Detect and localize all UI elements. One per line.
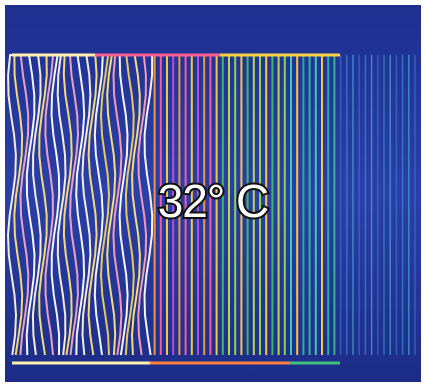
coil-tube bbox=[124, 54, 135, 356]
coil-tube bbox=[6, 54, 18, 356]
coil-tube bbox=[112, 54, 123, 356]
coil-tube bbox=[68, 54, 80, 356]
coil-tube bbox=[93, 54, 104, 356]
coil-tube bbox=[118, 54, 129, 356]
coil-tube bbox=[99, 54, 111, 356]
background bbox=[5, 5, 421, 382]
coil-tube bbox=[44, 54, 55, 356]
coil-tube bbox=[19, 54, 30, 356]
coil-tube bbox=[56, 54, 67, 356]
coil-tube bbox=[143, 54, 154, 356]
coil-tube bbox=[13, 54, 24, 356]
coil-tube bbox=[137, 54, 148, 356]
coil-tube bbox=[106, 54, 117, 356]
coil-tube bbox=[130, 54, 141, 356]
coil bbox=[6, 53, 416, 365]
coil-tube bbox=[81, 54, 92, 356]
coil-tube bbox=[50, 54, 61, 356]
coil-tube bbox=[38, 54, 48, 356]
temperature-label: 32° C bbox=[158, 175, 269, 227]
coil-tube bbox=[25, 54, 36, 356]
coil-tube bbox=[31, 54, 42, 356]
coil-tube bbox=[87, 54, 98, 356]
coil-tube bbox=[75, 54, 86, 356]
coil-tube bbox=[62, 54, 73, 356]
